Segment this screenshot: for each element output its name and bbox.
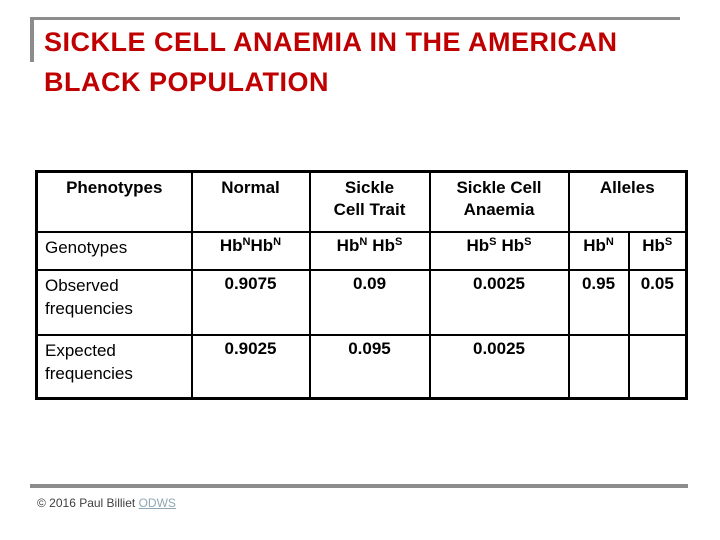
cell-observed-allele-s: 0.05 <box>627 268 688 336</box>
cell-observed-trait: 0.09 <box>308 268 431 336</box>
col-header-alleles-label: Alleles <box>599 178 655 197</box>
genotype-base: Hb <box>219 235 243 255</box>
top-divider-line <box>30 17 680 20</box>
col-header-normal: Normal <box>190 170 311 233</box>
cell-expected-trait: 0.095 <box>308 333 431 400</box>
observed-frequencies-row: Observed frequencies 0.9075 0.09 0.0025 … <box>35 268 688 336</box>
cell-genotype-allele-s: HbS <box>627 230 688 271</box>
slide-title-line1: SICKLE CELL ANAEMIA IN THE AMERICAN <box>44 27 618 57</box>
genotype-superscript: S <box>394 235 403 248</box>
cell-expected-allele-s <box>627 333 688 400</box>
cell-observed-anaemia: 0.0025 <box>428 268 570 336</box>
col-header-sickle-cell-trait: Sickle Cell Trait <box>308 170 431 233</box>
col-header-alleles: Alleles <box>567 170 688 233</box>
genotype-base: Hb <box>336 235 360 255</box>
genotypes-row: Genotypes HbNHbN HbN HbS HbS HbS HbN HbS <box>35 230 688 271</box>
genotype-base: Hb <box>250 235 274 255</box>
odws-link[interactable]: ODWS <box>138 496 176 510</box>
frequencies-table-container: Phenotypes Normal Sickle Cell Trait Sick… <box>35 170 688 400</box>
cell-genotype-trait: HbN HbS <box>308 230 431 271</box>
genotype-base: Hb <box>583 235 606 255</box>
genotype-superscript: S <box>489 235 497 248</box>
genotype-base: Hb <box>501 235 525 255</box>
cell-observed-allele-n: 0.95 <box>567 268 630 336</box>
left-accent-bar <box>30 17 34 62</box>
col-header-phenotypes: Phenotypes <box>35 170 193 233</box>
expected-frequencies-row: Expected frequencies 0.9025 0.095 0.0025 <box>35 333 688 400</box>
genotype-superscript: N <box>242 235 251 248</box>
genotype-superscript: N <box>605 235 614 248</box>
cell-expected-anaemia: 0.0025 <box>428 333 570 400</box>
copyright-text: © 2016 Paul Billiet <box>37 496 139 510</box>
genotype-superscript: N <box>359 235 368 248</box>
genotype-base: Hb <box>372 235 395 255</box>
genotype-base: Hb <box>642 235 665 255</box>
cell-genotype-allele-n: HbN <box>567 230 630 271</box>
cell-genotype-anaemia: HbS HbS <box>428 230 570 271</box>
footer-divider-line <box>30 484 688 488</box>
cell-expected-allele-n <box>567 333 630 400</box>
genotype-superscript: S <box>664 235 673 248</box>
col-header-anaemia-line2: Anaemia <box>463 200 535 219</box>
footer: © 2016 Paul Billiet ODWS <box>37 496 176 510</box>
col-header-anaemia-line1: Sickle Cell <box>456 178 542 197</box>
col-header-trait-line2: Cell Trait <box>333 200 406 219</box>
col-header-sickle-cell-anaemia: Sickle Cell Anaemia <box>428 170 570 233</box>
col-header-trait-line1: Sickle <box>344 178 395 197</box>
cell-observed-normal: 0.9075 <box>190 268 311 336</box>
genotype-superscript: N <box>273 235 282 248</box>
col-header-normal-label: Normal <box>221 178 280 197</box>
row-label-expected-frequencies: Expected frequencies <box>35 333 193 400</box>
slide-title: SICKLE CELL ANAEMIA IN THE AMERICAN BLAC… <box>44 22 694 102</box>
row-label-observed-frequencies: Observed frequencies <box>35 268 193 336</box>
genotype-base: Hb <box>466 235 490 255</box>
slide-title-line2: BLACK POPULATION <box>44 67 329 97</box>
cell-genotype-normal: HbNHbN <box>190 230 311 271</box>
col-header-phenotypes-label: Phenotypes <box>66 178 163 197</box>
header-row: Phenotypes Normal Sickle Cell Trait Sick… <box>35 170 688 233</box>
genotype-superscript: S <box>524 235 532 248</box>
row-label-genotypes: Genotypes <box>35 230 193 271</box>
frequencies-table: Phenotypes Normal Sickle Cell Trait Sick… <box>35 170 688 400</box>
cell-expected-normal: 0.9025 <box>190 333 311 400</box>
